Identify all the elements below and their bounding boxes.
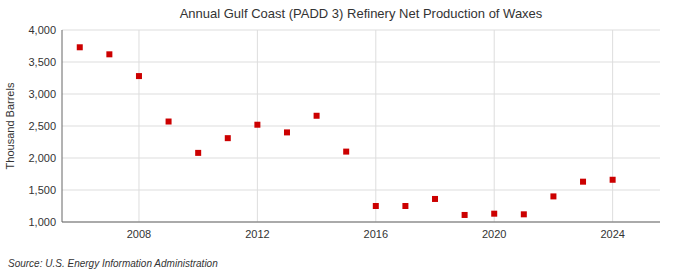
y-tick-label: 1,000 [28, 216, 56, 228]
point [225, 135, 231, 141]
x-tick-label: 2024 [600, 228, 624, 240]
x-grid-line [612, 30, 613, 222]
y-tick-label: 4,000 [28, 24, 56, 36]
grid [62, 30, 660, 222]
y-axis-label: Thousand Barrels [4, 82, 16, 169]
point [284, 129, 290, 135]
point [580, 179, 586, 185]
x-tick-label: 2016 [364, 228, 388, 240]
y-grid-line [62, 30, 660, 31]
source-note: Source: U.S. Energy Information Administ… [8, 258, 218, 269]
axes: 1,000 1,500 2,000 2,500 3,000 3,500 4,000 2008 2… [28, 24, 660, 240]
x-grid-line [494, 30, 495, 222]
point [610, 177, 616, 183]
point [462, 212, 468, 218]
point [166, 119, 172, 125]
x-tick-label: 2008 [127, 228, 151, 240]
chart: Annual Gulf Coast (PADD 3) Refinery Net … [0, 0, 675, 275]
point [491, 211, 497, 217]
x-tick-label: 2012 [245, 228, 269, 240]
page: {"chart_data": { "type": "scatter", "tit… [0, 0, 675, 275]
point [106, 51, 112, 57]
point [195, 150, 201, 156]
y-grid-line [62, 94, 660, 95]
point [77, 44, 83, 50]
x-tick-label: 2020 [482, 228, 506, 240]
points [77, 44, 616, 218]
point [402, 203, 408, 209]
y-tick-label: 3,000 [28, 88, 56, 100]
y-grid-line [62, 62, 660, 63]
x-grid-line [375, 30, 376, 222]
point [521, 211, 527, 217]
y-tick-label: 2,000 [28, 152, 56, 164]
y-grid-line [62, 126, 660, 127]
point [136, 73, 142, 79]
y-grid-line [62, 190, 660, 191]
y-grid-line [62, 158, 660, 159]
point [373, 203, 379, 209]
title: Annual Gulf Coast (PADD 3) Refinery Net … [180, 6, 543, 21]
point [254, 122, 260, 128]
point [343, 149, 349, 155]
point [314, 113, 320, 119]
y-tick-label: 3,500 [28, 56, 56, 68]
x-grid-line [138, 30, 139, 222]
point [550, 193, 556, 199]
y-tick-label: 2,500 [28, 120, 56, 132]
point [432, 196, 438, 202]
y-tick-label: 1,500 [28, 184, 56, 196]
y-grid-line [62, 222, 660, 223]
x-axis-line [62, 222, 660, 223]
y-axis-line [62, 30, 63, 222]
